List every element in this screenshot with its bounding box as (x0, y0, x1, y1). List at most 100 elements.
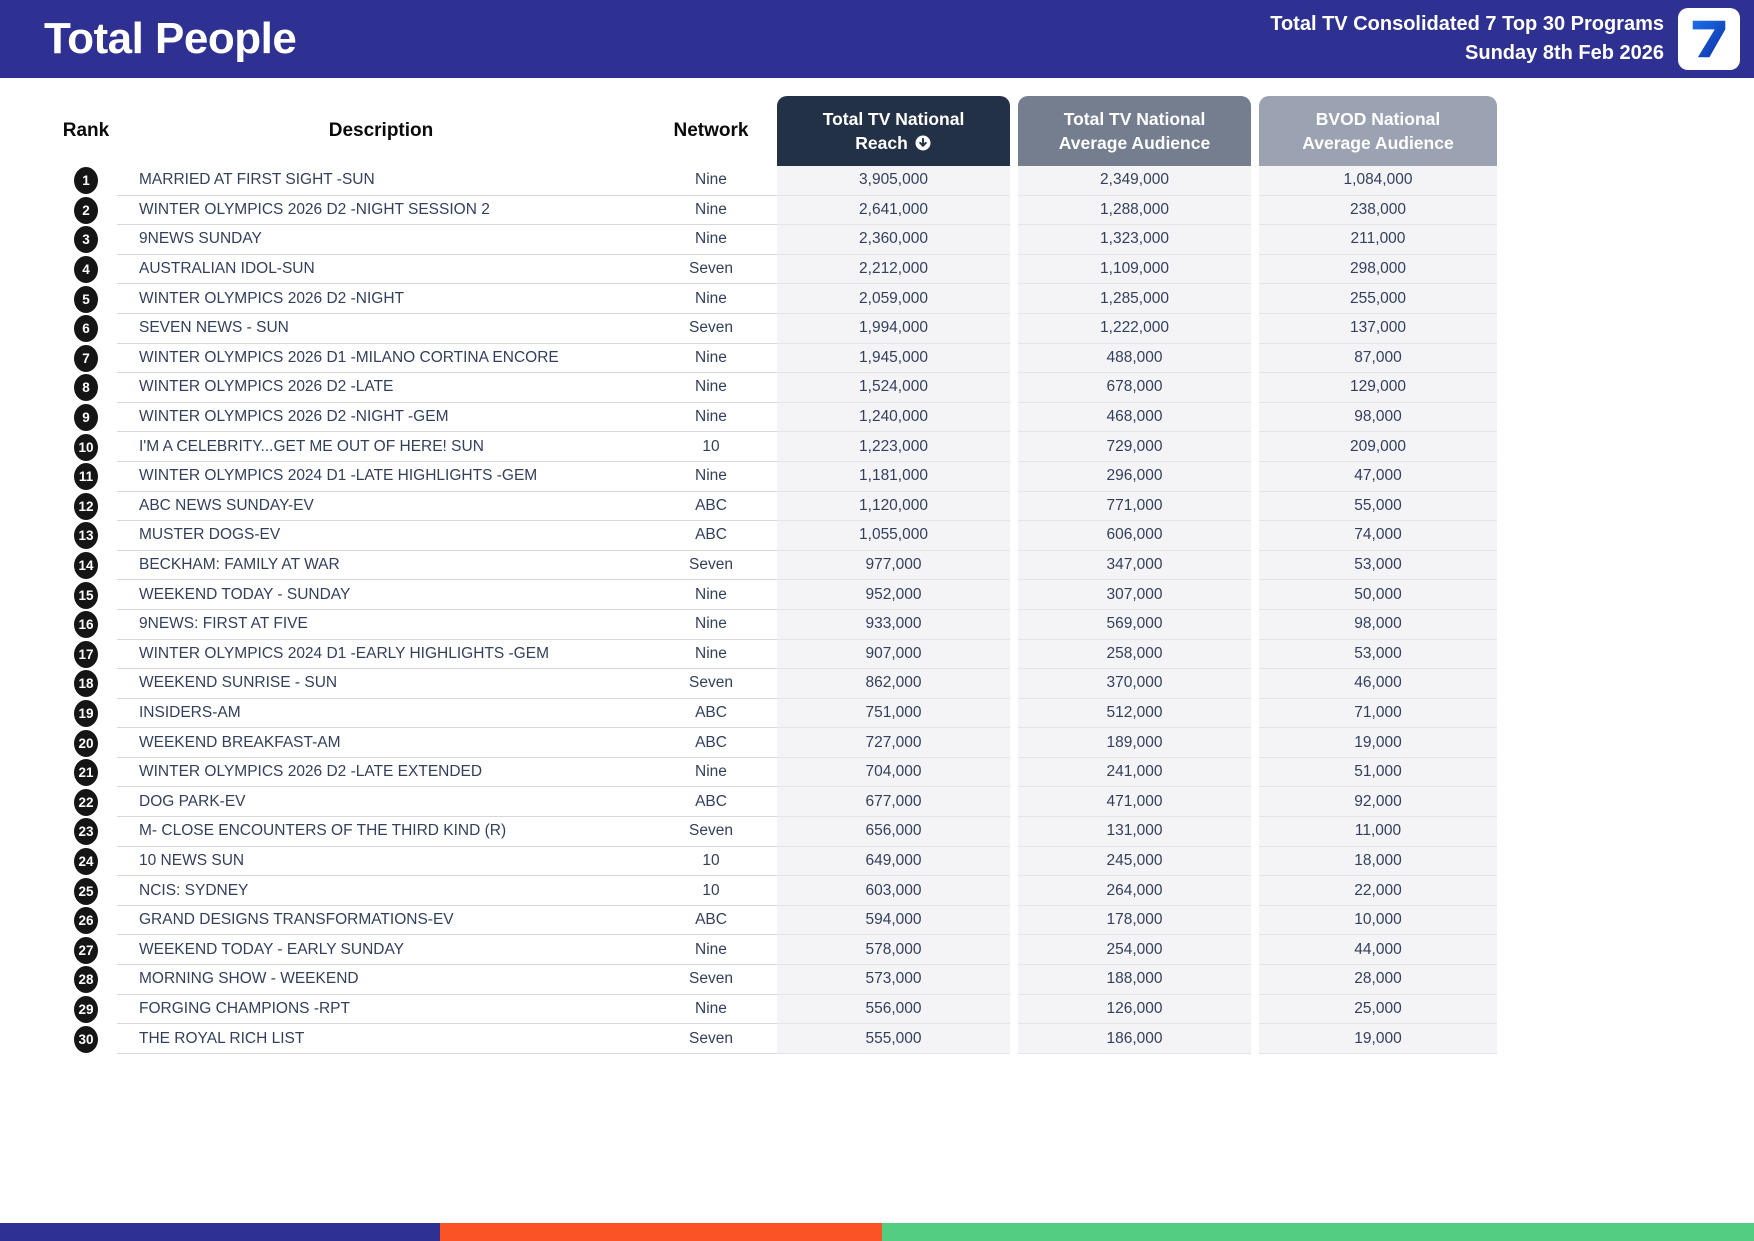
column-gap (1251, 196, 1259, 226)
reach-cell: 751,000 (777, 698, 1010, 729)
rank-cell: 16 (55, 610, 117, 640)
reach-value: 933,000 (865, 615, 922, 633)
reach-cell: 1,055,000 (777, 521, 1010, 551)
bvod-value: 209,000 (1349, 437, 1407, 455)
rank-cell: 2 (55, 196, 117, 226)
left-margin (0, 492, 55, 522)
network-cell: Seven (645, 817, 777, 847)
bvod-cell: 209,000 (1259, 432, 1497, 462)
banner-right: Total TV Consolidated 7 Top 30 Programs … (1270, 8, 1754, 70)
description-cell: DOG PARK-EV (117, 787, 645, 818)
bvod-value: 11,000 (1354, 822, 1402, 840)
network-cell: Seven (645, 551, 777, 581)
rank-badge: 28 (74, 966, 98, 994)
reach-value: 677,000 (865, 792, 922, 810)
average-audience-value: 178,000 (1106, 911, 1163, 929)
network-cell: Nine (645, 610, 777, 640)
reach-value: 1,120,000 (859, 496, 928, 514)
bvod-value: 71,000 (1354, 703, 1402, 721)
rank-badge: 21 (74, 759, 98, 787)
rank-badge: 13 (74, 522, 98, 550)
table-row: 9 WINTER OLYMPICS 2026 D2 -NIGHT -GEM Ni… (0, 402, 1754, 433)
column-gap (1010, 758, 1018, 788)
reach-value: 2,641,000 (859, 200, 928, 218)
average-audience-value: 258,000 (1106, 644, 1163, 662)
column-gap (1251, 432, 1259, 462)
bvod-cell: 92,000 (1259, 787, 1497, 818)
description-cell: WINTER OLYMPICS 2026 D2 -NIGHT SESSION 2 (117, 196, 645, 226)
reach-value: 1,181,000 (859, 467, 928, 485)
description-cell: 9NEWS: FIRST AT FIVE (117, 610, 645, 640)
average-audience-value: 186,000 (1106, 1029, 1163, 1047)
network-name: 10 (702, 437, 720, 455)
average-audience-value: 1,323,000 (1100, 230, 1169, 248)
average-audience-value: 1,222,000 (1100, 319, 1169, 337)
network-cell: ABC (645, 728, 777, 758)
bvod-value: 46,000 (1354, 674, 1402, 692)
description-cell: 9NEWS SUNDAY (117, 225, 645, 255)
network-cell: Nine (645, 580, 777, 610)
description-cell: FORGING CHAMPIONS -RPT (117, 995, 645, 1025)
reach-value: 952,000 (865, 585, 922, 603)
average-audience-cell: 241,000 (1018, 757, 1251, 788)
page-title: Total People (44, 14, 297, 63)
reach-cell: 556,000 (777, 994, 1010, 1025)
reach-value: 1,223,000 (859, 437, 928, 455)
bvod-cell: 44,000 (1259, 935, 1497, 966)
bvod-value: 10,000 (1354, 911, 1402, 929)
reach-cell: 933,000 (777, 609, 1010, 640)
column-gap (1251, 284, 1259, 314)
table-row: 21 WINTER OLYMPICS 2026 D2 -LATE EXTENDE… (0, 757, 1754, 788)
rank-badge: 19 (74, 699, 98, 727)
average-audience-cell: 264,000 (1018, 876, 1251, 906)
rank-badge: 4 (74, 256, 98, 284)
left-margin (0, 758, 55, 788)
left-margin (0, 847, 55, 877)
program-title: NCIS: SYDNEY (139, 881, 249, 899)
program-title: WEEKEND TODAY - SUNDAY (139, 585, 351, 603)
average-audience-cell: 126,000 (1018, 994, 1251, 1025)
table-row: 20 WEEKEND BREAKFAST-AM ABC 727,000 189,… (0, 728, 1754, 758)
column-gap (1010, 610, 1018, 640)
footer-color-bar (0, 1223, 1754, 1241)
bvod-value: 51,000 (1354, 763, 1402, 781)
column-gap (1010, 847, 1018, 877)
column-header-bvod: BVOD National Average Audience (1259, 96, 1497, 166)
average-audience-value: 131,000 (1106, 822, 1163, 840)
average-audience-value: 771,000 (1106, 496, 1163, 514)
bvod-cell: 19,000 (1259, 728, 1497, 758)
report-subtitle-line2: Sunday 8th Feb 2026 (1465, 42, 1664, 64)
network-name: Nine (695, 348, 727, 366)
reach-value: 1,524,000 (859, 378, 928, 396)
program-title: BECKHAM: FAMILY AT WAR (139, 556, 340, 574)
column-header-reach[interactable]: Total TV National Reach (777, 96, 1010, 166)
network-name: Seven (689, 319, 733, 337)
table-row: 11 WINTER OLYMPICS 2024 D1 -LATE HIGHLIG… (0, 461, 1754, 492)
network-name: ABC (695, 792, 727, 810)
average-audience-value: 606,000 (1106, 526, 1163, 544)
bvod-cell: 46,000 (1259, 669, 1497, 699)
bvod-value: 22,000 (1354, 881, 1402, 899)
column-gap (1010, 255, 1018, 285)
bvod-value: 19,000 (1354, 1029, 1402, 1047)
table-row: 2 WINTER OLYMPICS 2026 D2 -NIGHT SESSION… (0, 195, 1754, 226)
average-audience-cell: 1,288,000 (1018, 195, 1251, 226)
program-title: WEEKEND BREAKFAST-AM (139, 733, 341, 751)
sort-descending-icon[interactable] (914, 134, 932, 152)
bvod-value: 129,000 (1349, 378, 1407, 396)
reach-cell: 2,360,000 (777, 225, 1010, 255)
average-audience-cell: 729,000 (1018, 432, 1251, 462)
column-gap (1010, 935, 1018, 965)
bvod-value: 18,000 (1354, 851, 1402, 869)
description-cell: MARRIED AT FIRST SIGHT -SUN (117, 166, 645, 196)
rank-badge: 9 (74, 404, 98, 432)
average-audience-value: 1,288,000 (1100, 200, 1169, 218)
table-row: 29 FORGING CHAMPIONS -RPT Nine 556,000 1… (0, 994, 1754, 1025)
rank-badge: 20 (74, 729, 98, 757)
network-name: 10 (702, 881, 720, 899)
reach-value: 573,000 (865, 970, 922, 988)
description-cell: WINTER OLYMPICS 2024 D1 -LATE HIGHLIGHTS… (117, 462, 645, 492)
left-margin (0, 196, 55, 226)
program-title: WINTER OLYMPICS 2026 D1 -MILANO CORTINA … (139, 348, 559, 366)
